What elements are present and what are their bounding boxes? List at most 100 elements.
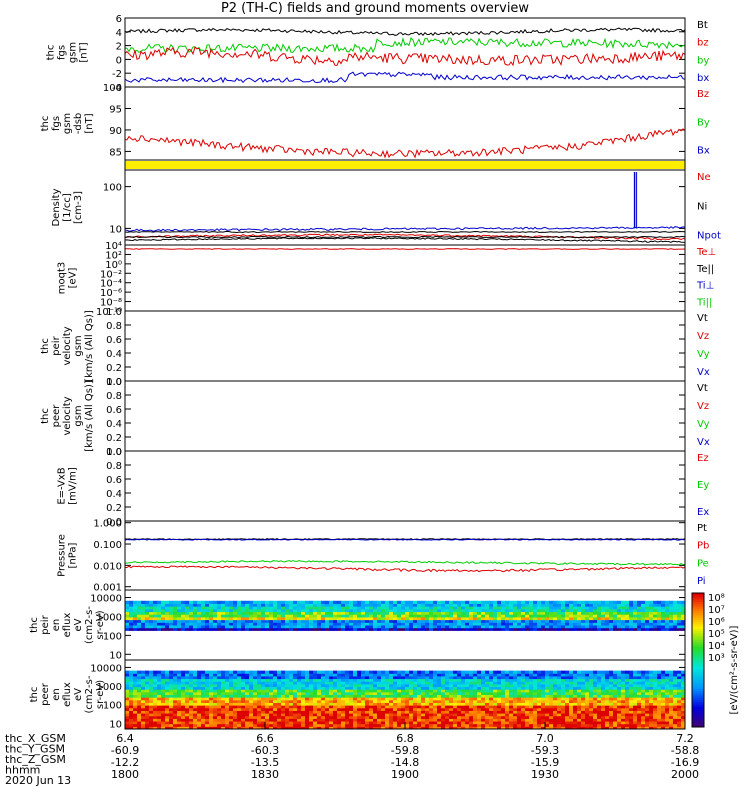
spectrogram-cell — [469, 622, 474, 626]
spectrogram-cell — [329, 670, 334, 674]
spectrogram-cell — [493, 625, 498, 629]
spectrogram-cell — [601, 707, 606, 711]
spectrogram-cell — [389, 619, 394, 623]
spectrogram-cell — [145, 670, 150, 674]
spectrogram-cell — [485, 614, 490, 618]
spectrogram-cell — [409, 675, 414, 680]
spectrogram-cell — [393, 603, 398, 607]
spectrogram-cell — [293, 616, 298, 621]
spectrogram-cell — [125, 689, 130, 693]
spectrogram-cell — [641, 689, 646, 693]
spectrogram-cell — [649, 726, 654, 730]
spectrogram-cell — [301, 683, 306, 688]
spectrogram-cell — [373, 600, 378, 604]
spectrogram-cell — [401, 627, 406, 631]
spectrogram-cell — [549, 726, 554, 730]
spectrogram-cell — [429, 616, 434, 621]
spectrogram-cell — [509, 683, 514, 688]
spectrogram-cell — [309, 608, 314, 613]
spectrogram-cell — [581, 616, 586, 621]
spectrogram-cell — [557, 619, 562, 623]
spectrogram-cell — [529, 625, 534, 629]
spectrogram-cell — [329, 614, 334, 618]
spectrogram-cell — [441, 616, 446, 621]
spectrogram-cell — [593, 689, 598, 693]
spectrogram-cell — [569, 702, 574, 706]
spectrogram-cell — [185, 683, 190, 688]
spectrogram-cell — [133, 622, 138, 626]
spectrogram-cell — [509, 608, 514, 613]
spectrogram-cell — [161, 707, 166, 711]
spectrogram-cell — [389, 715, 394, 719]
spectrogram-cell — [377, 606, 382, 610]
spectrogram-cell — [297, 603, 302, 607]
spectrogram-cell — [401, 705, 406, 709]
spectrogram-cell — [557, 616, 562, 621]
spectrogram-cell — [561, 616, 566, 621]
spectrogram-cell — [457, 713, 462, 717]
spectrogram-cell — [485, 625, 490, 629]
ytick-label-1-0: 100 — [103, 83, 122, 94]
spectrogram-cell — [497, 670, 502, 674]
spectrogram-cell — [185, 673, 190, 677]
spectrogram-cell — [657, 675, 662, 680]
spectrogram-cell — [325, 689, 330, 693]
spectrogram-cell — [205, 689, 210, 693]
spectrogram-cell — [357, 694, 362, 698]
spectrogram-cell — [425, 681, 430, 685]
spectrogram-cell — [669, 697, 674, 701]
spectrogram-cell — [317, 673, 322, 677]
spectrogram-cell — [229, 721, 234, 725]
spectrogram-cell — [565, 694, 570, 698]
spectrogram-cell — [189, 678, 194, 682]
spectrogram-cell — [625, 625, 630, 629]
spectrogram-cell — [365, 705, 370, 709]
spectrogram-cell — [485, 713, 490, 717]
series-Pb — [125, 565, 686, 573]
spectrogram-cell — [653, 625, 658, 629]
spectrogram-cell — [465, 715, 470, 719]
spectrogram-cell — [461, 681, 466, 685]
spectrogram-cell — [373, 681, 378, 685]
spectrogram-cell — [469, 627, 474, 631]
spectrogram-cell — [489, 625, 494, 629]
spectrogram-cell — [169, 694, 174, 698]
spectrogram-cell — [673, 707, 678, 711]
spectrogram-cell — [249, 689, 254, 693]
spectrogram-cell — [337, 718, 342, 722]
spectrogram-cell — [361, 608, 366, 613]
spectrogram-cell — [493, 686, 498, 690]
spectrogram-cell — [281, 608, 286, 613]
spectrogram-cell — [633, 707, 638, 711]
spectrogram-cell — [313, 670, 318, 674]
spectrogram-cell — [301, 600, 306, 604]
spectrogram-cell — [469, 694, 474, 698]
spectrogram-cell — [573, 697, 578, 701]
spectrogram-cell — [577, 622, 582, 626]
spectrogram-cell — [245, 726, 250, 730]
colorbar-cell — [692, 630, 704, 634]
spectrogram-cell — [185, 675, 190, 680]
spectrogram-cell — [493, 705, 498, 709]
spectrogram-cell — [509, 710, 514, 714]
spectrogram-cell — [525, 675, 530, 680]
spectrogram-cell — [225, 697, 230, 701]
spectrogram-cell — [185, 622, 190, 626]
spectrogram-cell — [653, 713, 658, 717]
spectrogram-cell — [233, 691, 238, 695]
spectrogram-cell — [513, 678, 518, 682]
spectrogram-cell — [473, 694, 478, 698]
spectrogram-cell — [325, 619, 330, 623]
spectrogram-cell — [601, 710, 606, 714]
spectrogram-cell — [585, 600, 590, 604]
spectrogram-cell — [197, 622, 202, 626]
spectrogram-cell — [245, 723, 250, 727]
spectrogram-cell — [253, 723, 258, 727]
spectrogram-cell — [421, 600, 426, 604]
spectrogram-cell — [429, 614, 434, 618]
spectrogram-cell — [465, 707, 470, 711]
spectrogram-cell — [617, 681, 622, 685]
spectrogram-cell — [277, 689, 282, 693]
spectrogram-cell — [301, 702, 306, 706]
spectrogram-cell — [653, 670, 658, 674]
